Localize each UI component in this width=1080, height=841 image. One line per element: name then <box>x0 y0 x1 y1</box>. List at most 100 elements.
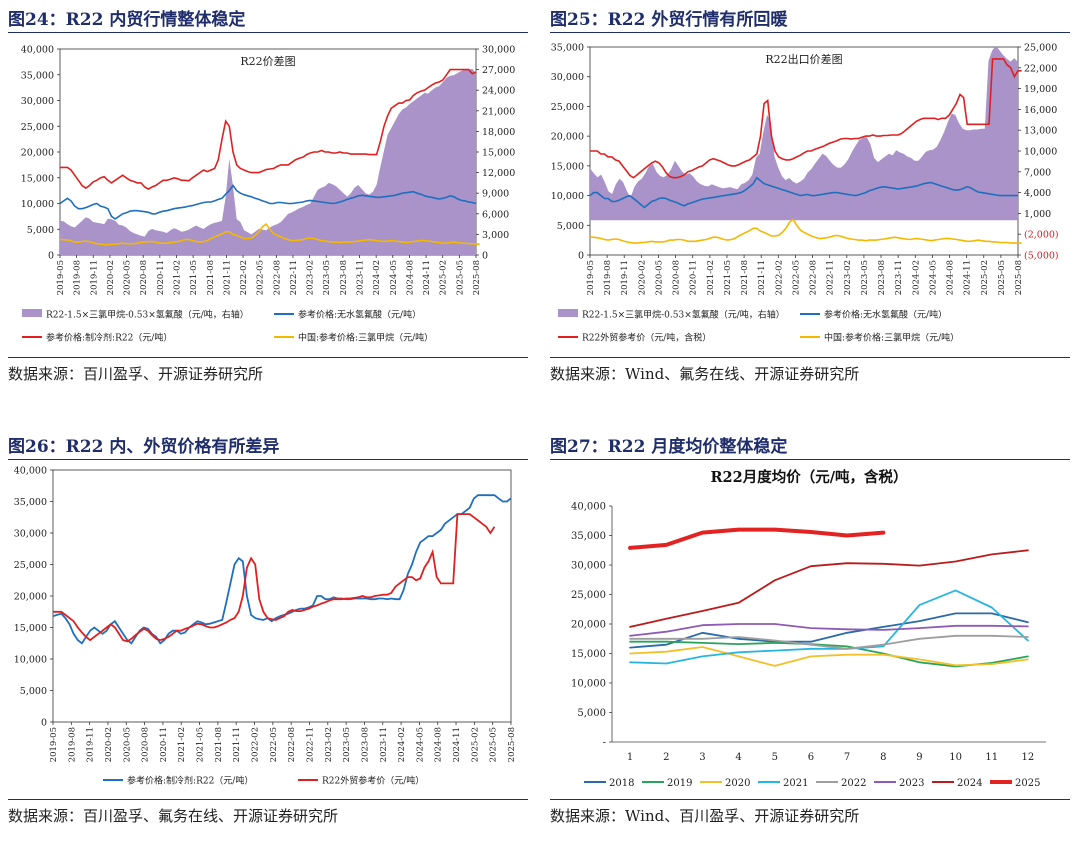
x-tick-label: 2023-08 <box>877 260 887 295</box>
x-tick-label: 5 <box>772 752 778 763</box>
series-2018-line <box>629 612 1029 649</box>
y-tick-label: 30,000 <box>14 529 47 540</box>
x-tick-label: 2021-02 <box>172 260 182 295</box>
x-tick-label: 2022-02 <box>239 260 249 295</box>
source-note: 数据来源：Wind、氟务在线、开源证券研究所 <box>550 365 860 383</box>
y-tick-label: 40,000 <box>21 45 54 56</box>
x-tick-label: 2024-05 <box>928 260 938 295</box>
x-tick-label: 2024-08 <box>405 260 415 295</box>
x-tick-label: 2023-11 <box>379 727 389 762</box>
y2-tick-label: 1,000 <box>1024 209 1051 220</box>
hf-price-line <box>59 184 477 220</box>
r22-export-line <box>53 513 496 643</box>
y-tick-label: 20,000 <box>551 132 584 143</box>
x-tick-label: 2020-11 <box>689 260 699 295</box>
x-tick-label: 2019-05 <box>49 727 59 762</box>
x-tick-label: 2021-11 <box>757 260 767 295</box>
chcl3-price-line <box>60 222 480 246</box>
y-tick-label: 5,000 <box>557 221 584 232</box>
x-tick-label: 8 <box>880 752 886 763</box>
x-tick-label: 2024-08 <box>434 727 444 762</box>
x-tick-label: 12 <box>1022 752 1035 763</box>
series-2024-line <box>629 549 1029 628</box>
title-rule <box>8 459 528 460</box>
source-note: 数据来源：百川盈孚、氟务在线、开源证券研究所 <box>8 807 339 825</box>
x-tick-label: 2024-11 <box>963 260 973 295</box>
series-2019-line <box>629 640 1029 668</box>
panel-fig25: 图25：R22 外贸行情有所回暖 (5,000) (2,000) 1,000 4,00… <box>550 5 1070 390</box>
x-tick-label: 2020-05 <box>654 260 664 295</box>
y2-tick-label: 10,000 <box>1024 147 1057 158</box>
y-tick-label: 15,000 <box>571 649 606 660</box>
y-tick-label: 10,000 <box>551 191 584 202</box>
x-tick-label: 2021-02 <box>177 727 187 762</box>
y2-tick-label: 16,000 <box>1024 105 1057 116</box>
x-tick-label: 2022-02 <box>774 260 784 295</box>
x-tick-label: 2025-05 <box>997 260 1007 295</box>
y-tick-label: 30,000 <box>21 96 54 107</box>
y-tick-label: 10,000 <box>571 679 606 690</box>
x-tick-label: 2024-05 <box>389 260 399 295</box>
y-tick-label: 15,000 <box>551 161 584 172</box>
legend-label: 2018 <box>609 778 634 789</box>
series-2020-line <box>629 646 1029 667</box>
legend-label: R22外贸参考价（元/吨） <box>322 775 424 787</box>
r22-export-price-line <box>590 58 1022 179</box>
legend-swatch <box>22 309 42 317</box>
x-tick-label: 10 <box>949 752 962 763</box>
x-tick-label: 2025-02 <box>439 260 449 295</box>
x-tick-label: 2025-08 <box>472 260 482 295</box>
y-tick-label: 15,000 <box>14 623 47 634</box>
x-tick-label: 2021-02 <box>706 260 716 295</box>
x-tick-label: 2023-02 <box>324 727 334 762</box>
y-tick-label: 0 <box>48 251 54 262</box>
x-tick-label: 2019-08 <box>603 260 613 295</box>
y2-tick-label: 6,000 <box>482 209 509 220</box>
x-tick-label: 2023-08 <box>339 260 349 295</box>
legend-label: 2023 <box>899 778 924 789</box>
x-tick-label: 2022-11 <box>826 260 836 295</box>
chart-title: R22月度均价（元/吨，含税） <box>710 468 907 486</box>
y-tick-label: 0 <box>578 251 584 262</box>
x-tick-label: 2022-05 <box>791 260 801 295</box>
x-tick-label: 2022-08 <box>287 727 297 762</box>
y2-tick-label: 13,000 <box>1024 126 1057 137</box>
y2-tick-label: 18,000 <box>482 127 515 138</box>
x-tick-label: 2020-05 <box>122 727 132 762</box>
y-tick-label: 40,000 <box>14 466 47 477</box>
x-tick-label: 2023-05 <box>342 727 352 762</box>
spread-area <box>590 45 1018 221</box>
y2-tick-label: 24,000 <box>482 86 515 97</box>
x-tick-label: 2024-02 <box>911 260 921 295</box>
y-tick-label: 35,000 <box>551 43 584 54</box>
x-tick-label: 2024-11 <box>422 260 432 295</box>
y2-tick-label: 30,000 <box>482 45 515 56</box>
panel-fig26: 图26：R22 内、外贸价格有所差异 0 5,000 10,000 15,000 20,… <box>8 432 528 832</box>
y2-tick-label: 27,000 <box>482 65 515 76</box>
y2-tick-label: (2,000) <box>1024 230 1059 241</box>
x-tick-label: 2020-11 <box>156 260 166 295</box>
y-tick-label: 10,000 <box>21 199 54 210</box>
y-tick-label: 35,000 <box>14 497 47 508</box>
legend-label: 2019 <box>667 778 692 789</box>
legend-label: 2024 <box>957 778 982 789</box>
x-tick-label: 2019-11 <box>620 260 630 295</box>
x-tick-label: 2022-08 <box>809 260 819 295</box>
y-tick-label: 0 <box>41 718 47 729</box>
x-tick-label: 11 <box>985 752 998 763</box>
y-tick-label: 10,000 <box>14 655 47 666</box>
x-tick-label: 2022-08 <box>272 260 282 295</box>
plot-frame <box>52 469 512 723</box>
legend-label: R22-1.5×三氯甲烷-0.53×氢氟酸（元/吨，右轴） <box>46 309 249 321</box>
source-rule <box>8 799 528 800</box>
y-tick-label: 25,000 <box>14 560 47 571</box>
x-tick-label: 2019-08 <box>73 260 83 295</box>
source-rule <box>550 357 1070 358</box>
x-tick-label: 2020-08 <box>139 260 149 295</box>
x-tick-label: 2020-08 <box>672 260 682 295</box>
source-note: 数据来源：Wind、百川盈孚、开源证券研究所 <box>550 807 860 825</box>
x-tick-label: 2019-05 <box>56 260 66 295</box>
panel-title: 图26：R22 内、外贸价格有所差异 <box>8 437 280 457</box>
legend-label: 2020 <box>725 778 750 789</box>
x-tick-label: 2025-02 <box>470 727 480 762</box>
